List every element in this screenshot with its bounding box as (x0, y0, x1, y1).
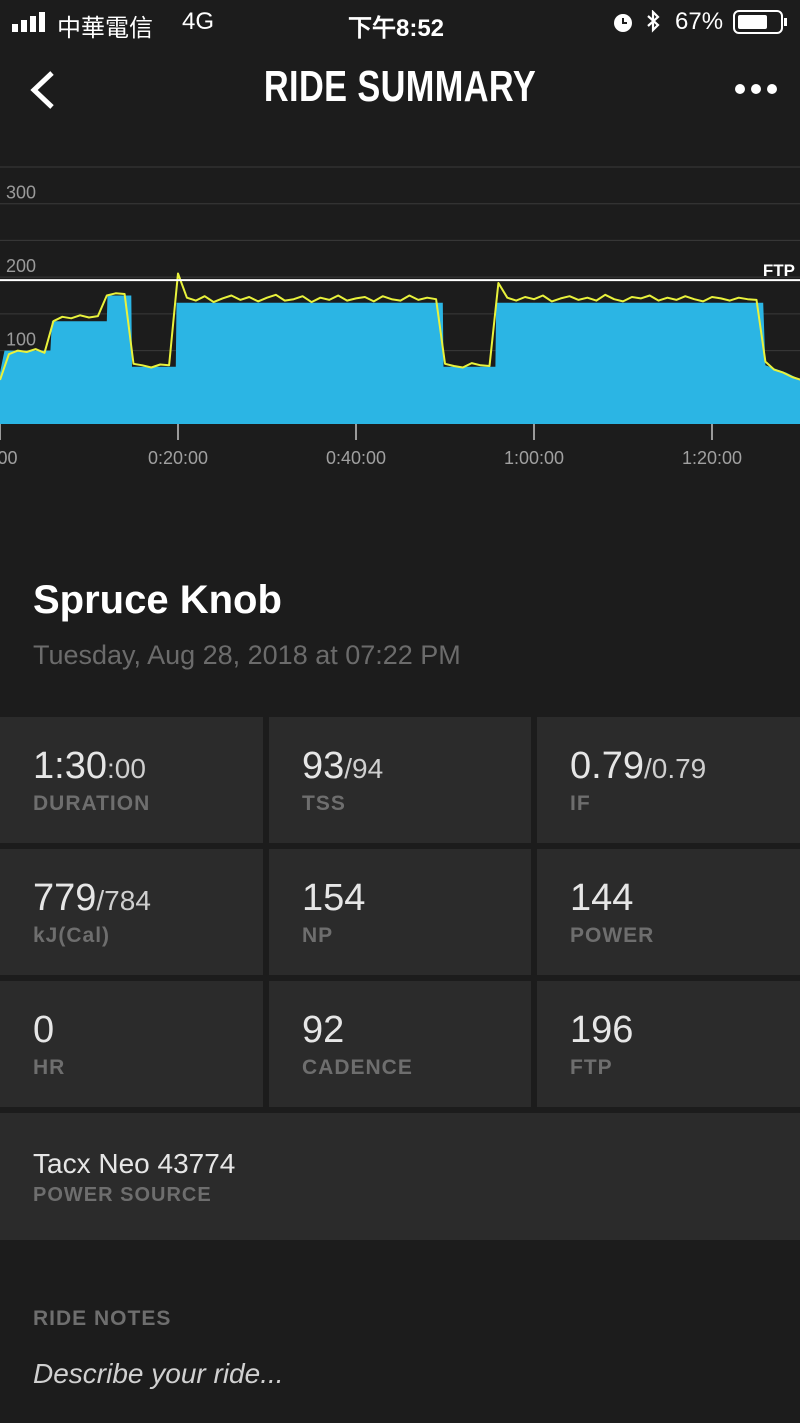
stat-label: HR (33, 1056, 66, 1079)
screen-title: RIDE SUMMARY (263, 62, 537, 111)
x-tick-label: 1:20:00 (682, 448, 742, 468)
carrier: 中華電信 (57, 15, 153, 42)
stat-cell: 0.79/0.79 IF (537, 717, 800, 843)
stat-suffix: /0.79 (643, 753, 707, 784)
stat-label: POWER (570, 924, 655, 947)
stat-label: DURATION (33, 792, 151, 815)
stat-value-row: 1:30:00 (33, 745, 146, 788)
power-source-label: POWER SOURCE (33, 1184, 212, 1206)
stat-value: 779 (33, 877, 97, 919)
stat-value-row: 93/94 (302, 745, 383, 788)
stat-value-row: 0.79/0.79 (570, 745, 706, 788)
stat-value: 154 (302, 877, 366, 919)
x-tick-label: 0:00 (0, 448, 18, 468)
notes-label: RIDE NOTES (33, 1307, 172, 1330)
stat-label: FTP (570, 1056, 613, 1079)
stat-value: 0 (33, 1009, 55, 1051)
y-tick-label: 300 (6, 183, 36, 203)
stat-cell: 144 POWER (537, 849, 800, 975)
network: 4G (182, 8, 215, 35)
stat-value-row: 154 (302, 877, 365, 920)
stat-value-row: 92 (302, 1009, 344, 1052)
status-icons (614, 10, 660, 33)
stat-cell: 196 FTP (537, 981, 800, 1107)
stat-cell: 1:30:00 DURATION (0, 717, 263, 843)
status-bar: 中華電信 4G 下午8:52 67% (0, 0, 800, 45)
signal-icon (12, 12, 45, 32)
stat-cell: 154 NP (269, 849, 531, 975)
x-tick-label: 0:20:00 (148, 448, 208, 468)
stat-suffix: :00 (106, 753, 146, 784)
stat-value-row: 144 (570, 877, 633, 920)
ride-title: Spruce Knob (33, 578, 282, 622)
stat-value-row: 0 (33, 1009, 54, 1052)
battery-icon (733, 10, 787, 34)
power-source-value: Tacx Neo 43774 (33, 1148, 236, 1179)
power-source: Tacx Neo 43774 POWER SOURCE (0, 1113, 800, 1240)
y-tick-label: 200 (6, 256, 36, 276)
stat-label: kJ(Cal) (33, 924, 111, 947)
stat-value: 144 (570, 877, 634, 919)
ride-date: Tuesday, Aug 28, 2018 at 07:22 PM (33, 640, 461, 670)
x-tick-label: 0:40:00 (326, 448, 386, 468)
notes-input[interactable]: Describe your ride... (33, 1358, 284, 1389)
ftp-label: FTP (763, 261, 795, 280)
stat-label: IF (570, 792, 591, 815)
stat-value: 1:30 (33, 745, 107, 787)
stat-suffix: /94 (344, 753, 384, 784)
stat-value: 92 (302, 1009, 345, 1051)
stat-value: 93 (302, 745, 345, 787)
clock: 下午8:52 (348, 15, 445, 42)
stats-grid: 1:30:00 DURATION 93/94 TSS 0.79/0.79 IF 779/78… (0, 717, 800, 1107)
power-chart: 100 200 300 FTP 0:00 0:20:00 0:40:00 1:00:00 1:2… (0, 166, 800, 468)
more-button[interactable] (734, 82, 782, 96)
stat-label: CADENCE (302, 1056, 413, 1079)
stat-value-row: 196 (570, 1009, 633, 1052)
back-button[interactable] (28, 70, 58, 110)
stat-cell: 93/94 TSS (269, 717, 531, 843)
stat-suffix: /784 (96, 885, 151, 916)
stat-value: 196 (570, 1009, 634, 1051)
y-tick-label: 100 (6, 330, 36, 350)
stat-label: NP (302, 924, 334, 947)
stat-cell: 779/784 kJ(Cal) (0, 849, 263, 975)
x-tick-label: 1:00:00 (504, 448, 564, 468)
stat-value: 0.79 (570, 745, 644, 787)
target-area (0, 295, 800, 424)
stat-label: TSS (302, 792, 346, 815)
stat-cell: 0 HR (0, 981, 263, 1107)
stat-value-row: 779/784 (33, 877, 151, 920)
stat-cell: 92 CADENCE (269, 981, 531, 1107)
power-line (0, 272, 800, 381)
battery-percent: 67% (675, 8, 724, 35)
